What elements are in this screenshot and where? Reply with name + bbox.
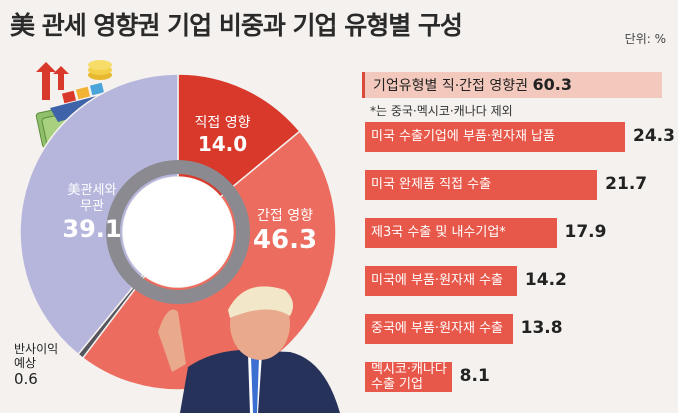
bar-value-label: 14.2	[524, 270, 567, 290]
slice-name-none: 美관세와 무관	[67, 183, 117, 214]
bar-chart-title: 기업유형별 직·간접 영향권	[373, 78, 529, 94]
slice-value-indirect: 46.3	[252, 225, 318, 255]
chart-title: 美 관세 영향권 기업 비중과 기업 유형별 구성	[10, 11, 463, 40]
bar: 제3국 수출 및 내수기업*	[365, 218, 557, 248]
bar: 멕시코·캐나다 수출 기업	[365, 362, 452, 392]
slice-name-direct: 직접 영향	[194, 115, 251, 131]
bar-chart-title-value: 60.3	[532, 75, 572, 94]
donut-inner-ring	[106, 160, 250, 304]
bar: 미국 수출기업에 부품·원자재 납품	[365, 122, 625, 152]
bar-value-label: 8.1	[459, 366, 490, 386]
slice-value-direct: 14.0	[197, 132, 248, 156]
slice-label-direct: 직접 영향 14.0	[175, 112, 270, 156]
bar-chart-header: 기업유형별 직·간접 영향권 60.3	[362, 72, 662, 98]
slice-label-reverse: 반사이익 예상 0.6	[14, 342, 74, 388]
person-illustration	[158, 286, 340, 413]
donut-hole	[123, 177, 233, 287]
bar-value-label: 13.8	[520, 318, 563, 338]
slice-none	[19, 73, 179, 356]
unit-label: 단위: %	[624, 32, 666, 46]
bar-value-label: 24.3	[633, 126, 675, 146]
bar: 미국에 부품·원자재 수출	[365, 266, 517, 296]
slice-value-none: 39.1	[62, 215, 122, 243]
bar-value-label: 17.9	[564, 222, 607, 242]
slice-name-reverse: 반사이익 예상	[14, 342, 59, 370]
slice-name-indirect: 간접 영향	[257, 208, 313, 224]
bar-chart-note: *는 중국·멕시코·캐나다 제외	[370, 104, 513, 118]
slice-label-indirect: 간접 영향 46.3	[235, 205, 335, 255]
slice-value-reverse: 0.6	[14, 370, 38, 388]
bar: 중국에 부품·원자재 수출	[365, 314, 513, 344]
bar: 미국 완제품 직접 수출	[365, 170, 598, 200]
bar-value-label: 21.7	[605, 174, 648, 194]
slice-label-none: 美관세와 무관 39.1	[32, 183, 152, 243]
